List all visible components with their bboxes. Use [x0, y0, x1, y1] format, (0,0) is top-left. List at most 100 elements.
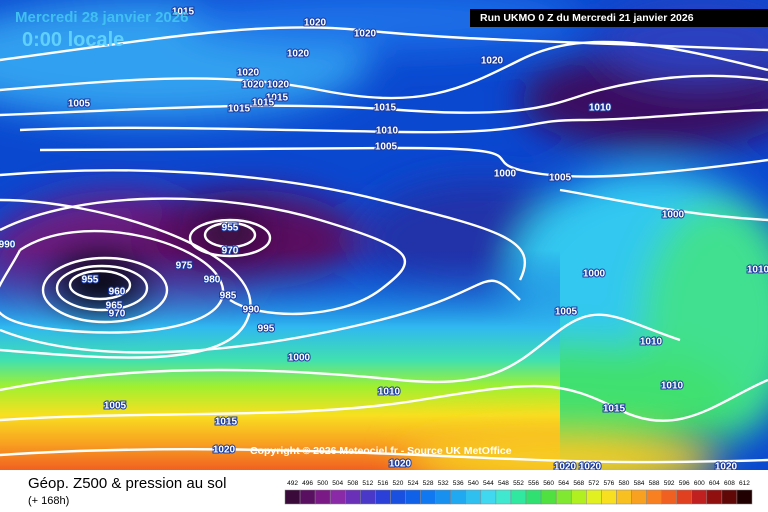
color-swatch — [676, 489, 692, 505]
colorbar-label: 576 — [603, 480, 614, 487]
isobar-label: 1010 — [378, 387, 401, 398]
color-swatch — [375, 489, 391, 505]
isobar-label: 1015 — [266, 93, 289, 104]
colorbar-label: 512 — [362, 480, 373, 487]
colorbar-label: 504 — [332, 480, 343, 487]
isobar-label: 1005 — [375, 142, 398, 153]
color-swatch — [329, 489, 346, 505]
colorbar-label: 604 — [709, 480, 720, 487]
isobar-label: 1015 — [228, 104, 251, 115]
isobar-label: 990 — [0, 240, 16, 251]
isobar-label: 960 — [109, 287, 126, 298]
colorbar-label: 596 — [679, 480, 690, 487]
isobar-label: 1015 — [374, 103, 397, 114]
isobar-label: 1005 — [68, 99, 91, 110]
colorbar-label: 580 — [619, 480, 630, 487]
isobar-label: 1020 — [242, 80, 265, 91]
isobar-label: 1015 — [215, 417, 238, 428]
footer-lead: (+ 168h) — [28, 495, 69, 507]
footer-title: Géop. Z500 & pression au sol — [28, 475, 226, 492]
color-swatch — [601, 489, 617, 505]
isobar-label: 965 — [106, 301, 123, 312]
color-swatch — [616, 489, 632, 505]
colorbar-label: 572 — [588, 480, 599, 487]
colorbar: 492 496 500 504 508 512 516 520 524 528 532 536 540 5… — [284, 480, 753, 505]
colorbar-label: 560 — [543, 480, 554, 487]
colorbar-label: 564 — [558, 480, 569, 487]
colorbar-label: 516 — [377, 480, 388, 487]
colorbar-label: 508 — [347, 480, 358, 487]
colorbar-label: 536 — [453, 480, 464, 487]
run-info: Run UKMO 0 Z du Mercredi 21 janvier 2026 — [480, 12, 694, 24]
isobar-label: 1010 — [747, 265, 768, 276]
colorbar-label: 568 — [573, 480, 584, 487]
colorbar-label: 532 — [438, 480, 449, 487]
isobar-label: 1000 — [662, 210, 685, 221]
isobars — [0, 26, 768, 464]
colorbar-label: 612 — [739, 480, 750, 487]
color-swatch — [450, 489, 467, 505]
isobar-label: 1020 — [481, 56, 504, 67]
isobar-label: 1020 — [267, 80, 290, 91]
colorbar-label: 500 — [317, 480, 328, 487]
color-swatch — [706, 489, 723, 505]
isobar-label: 1000 — [494, 169, 517, 180]
color-swatch — [465, 489, 482, 505]
isobar-label: 1020 — [237, 68, 260, 79]
isobar-label: 1010 — [376, 126, 399, 137]
color-swatch — [586, 489, 602, 505]
isobar-label: 1005 — [555, 307, 578, 318]
colorbar-label: 588 — [649, 480, 660, 487]
isobar-label: 975 — [176, 261, 193, 272]
isobar-label: 1020 — [389, 459, 412, 470]
isobar-label: 1015 — [603, 404, 626, 415]
forecast-time: 0:00 locale — [22, 29, 124, 51]
colorbar-label: 600 — [694, 480, 705, 487]
color-swatch — [390, 489, 406, 505]
isobar-label: 1010 — [640, 337, 663, 348]
colorbar-label: 548 — [498, 480, 509, 487]
isobar-label: 1000 — [583, 269, 606, 280]
isobar-label: 985 — [220, 291, 237, 302]
color-swatch — [525, 489, 542, 505]
color-swatch — [646, 489, 662, 505]
isobar-label: 1010 — [589, 103, 612, 114]
color-swatch — [284, 489, 301, 505]
colorbar-label: 528 — [423, 480, 434, 487]
colorbar-label: 556 — [528, 480, 539, 487]
isobar-label: 1005 — [549, 173, 572, 184]
isobar-label: 1005 — [104, 401, 127, 412]
isobar-label: 1020 — [354, 29, 377, 40]
forecast-date: Mercredi 28 janvier 2026 — [15, 9, 188, 26]
isobar-label: 1010 — [661, 381, 684, 392]
colorbar-label: 584 — [634, 480, 645, 487]
colorbar-label: 544 — [483, 480, 494, 487]
isobar-label: 1015 — [252, 98, 275, 109]
colorbar-label: 592 — [664, 480, 675, 487]
isobar-label: 980 — [204, 275, 221, 286]
isobar-label: 990 — [243, 305, 260, 316]
isobar-label: 955 — [82, 275, 99, 286]
color-swatch — [736, 489, 753, 505]
colorbar-label: 496 — [302, 480, 313, 487]
colorbar-label: 524 — [408, 480, 419, 487]
color-swatch — [420, 489, 436, 505]
colorbar-label: 608 — [724, 480, 735, 487]
color-swatch — [314, 489, 331, 505]
isobar-label: 970 — [222, 246, 239, 257]
color-swatch — [435, 489, 451, 505]
color-swatch — [480, 489, 497, 505]
isobar-label: 995 — [258, 324, 275, 335]
color-swatch — [299, 489, 316, 505]
isobar-label: 1020 — [304, 18, 327, 29]
color-swatch — [570, 489, 587, 505]
isobar-label: 1015 — [172, 7, 195, 18]
isobar-label: 1000 — [288, 353, 311, 364]
color-swatch — [495, 489, 512, 505]
isobar-label: 955 — [222, 223, 239, 234]
color-swatch — [405, 489, 421, 505]
isobar-label: 1020 — [287, 49, 310, 60]
color-swatch — [540, 489, 557, 505]
color-swatch — [345, 489, 361, 505]
